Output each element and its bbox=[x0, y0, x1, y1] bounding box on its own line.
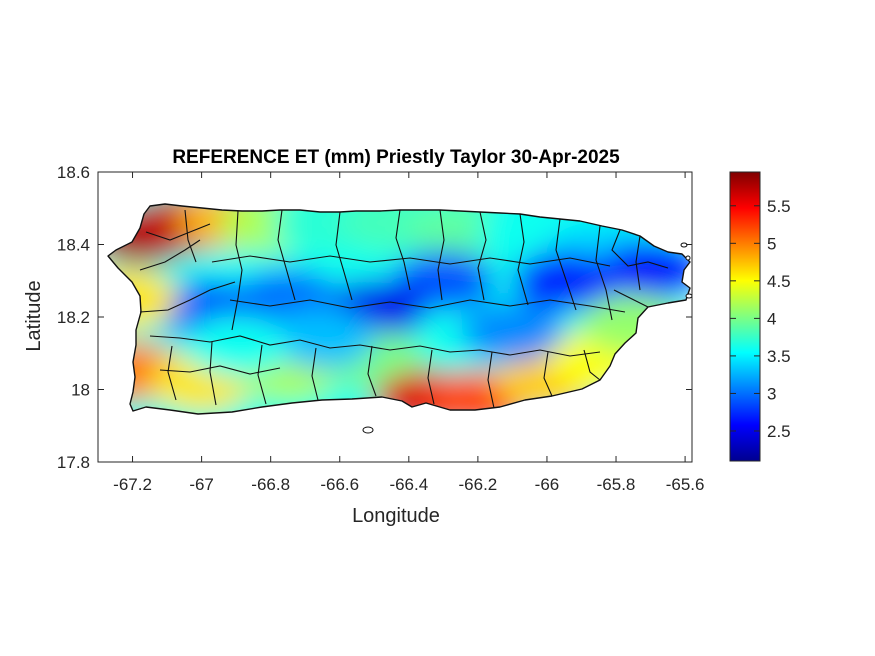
x-tick-label: -65.8 bbox=[597, 475, 636, 494]
colorbar: 2.5 3 3.5 4 4.5 5 5.5 bbox=[729, 171, 791, 462]
municipal-boundary-26 bbox=[229, 299, 626, 313]
y-tick-label: 18.4 bbox=[57, 236, 90, 255]
x-tick-label: -66.6 bbox=[320, 475, 359, 494]
municipal-boundary-12 bbox=[595, 225, 613, 321]
colorbar-tick-label: 3 bbox=[767, 384, 776, 403]
et-sample-25 bbox=[460, 301, 565, 362]
municipal-boundary-7 bbox=[395, 209, 411, 291]
x-axis-label: Longitude bbox=[352, 505, 440, 527]
colorbar-tick-label: 5.5 bbox=[767, 197, 791, 216]
chart-title: REFERENCE ET (mm) Priestly Taylor 30-Apr… bbox=[172, 147, 620, 168]
x-tick-label: -66.2 bbox=[459, 475, 498, 494]
x-tick-label: -67.2 bbox=[113, 475, 152, 494]
x-tick-label: -65.6 bbox=[666, 475, 705, 494]
municipal-boundary-23 bbox=[543, 351, 553, 397]
y-tick-label: 17.8 bbox=[57, 453, 90, 472]
municipal-boundary-16 bbox=[167, 345, 177, 401]
colorbar-tick-label: 4.5 bbox=[767, 272, 791, 291]
municipal-boundary-17 bbox=[209, 341, 217, 406]
x-axis-ticks: -67.2 -67 -66.8 -66.6 -66.4 -66.2 -66 -65.8 -65.… bbox=[113, 172, 704, 494]
municipal-boundary-1 bbox=[139, 239, 201, 271]
municipal-boundary-21 bbox=[427, 349, 435, 405]
municipal-boundary-28 bbox=[613, 289, 649, 308]
x-tick-label: -67 bbox=[189, 475, 214, 494]
colorbar-ticks: 2.5 3 3.5 4 4.5 5 5.5 bbox=[730, 197, 791, 441]
x-tick-label: -66 bbox=[535, 475, 560, 494]
offshore-islands bbox=[362, 242, 693, 434]
map-axes: -67.2 -67 -66.8 -66.6 -66.4 -66.2 -66 -65.8 -65.… bbox=[57, 163, 705, 494]
et-sample-10 bbox=[512, 250, 617, 311]
municipal-boundary-15 bbox=[159, 365, 281, 375]
municipal-boundary-14 bbox=[149, 335, 601, 357]
y-axis-ticks: 17.8 18 18.2 18.4 18.6 bbox=[57, 163, 692, 472]
et-sample-27 bbox=[184, 316, 289, 376]
coastline bbox=[107, 203, 691, 415]
municipal-boundary-19 bbox=[311, 347, 319, 401]
municipal-boundary-13 bbox=[635, 235, 641, 291]
y-tick-label: 18 bbox=[71, 381, 90, 400]
municipal-boundary-4 bbox=[231, 210, 243, 331]
offshore-island-3 bbox=[685, 293, 693, 299]
et-field bbox=[108, 204, 690, 414]
offshore-island-2 bbox=[685, 255, 691, 261]
offshore-island-0 bbox=[362, 426, 374, 434]
municipal-boundary-10 bbox=[517, 213, 529, 306]
colorbar-tick-label: 2.5 bbox=[767, 422, 791, 441]
municipal-boundary-18 bbox=[257, 344, 267, 405]
municipal-boundary-11 bbox=[555, 218, 577, 311]
colorbar-ramp bbox=[729, 171, 761, 462]
municipal-boundary-3 bbox=[184, 209, 197, 263]
municipal-boundary-9 bbox=[477, 211, 487, 301]
municipal-boundary-20 bbox=[367, 345, 377, 397]
colorbar-tick-label: 4 bbox=[767, 309, 776, 328]
y-axis-label: Latitude bbox=[23, 280, 45, 351]
municipal-boundary-27 bbox=[611, 229, 669, 269]
municipal-boundary-0 bbox=[145, 223, 211, 241]
et-sample-26 bbox=[270, 308, 375, 369]
y-tick-label: 18.2 bbox=[57, 308, 90, 327]
municipal-boundary-22 bbox=[487, 351, 495, 409]
colorbar-tick-label: 5 bbox=[767, 234, 776, 253]
municipal-boundary-25 bbox=[211, 255, 611, 267]
municipal-boundary-2 bbox=[139, 281, 236, 313]
municipal-boundary-5 bbox=[277, 209, 296, 301]
municipal-boundaries bbox=[139, 209, 669, 409]
colorbar-tick-label: 3.5 bbox=[767, 347, 791, 366]
x-tick-label: -66.4 bbox=[389, 475, 428, 494]
y-tick-label: 18.6 bbox=[57, 163, 90, 182]
municipal-boundary-24 bbox=[583, 349, 601, 381]
x-tick-label: -66.8 bbox=[251, 475, 290, 494]
municipal-boundary-8 bbox=[437, 209, 445, 301]
et-sample-9 bbox=[598, 239, 690, 300]
municipal-boundary-6 bbox=[335, 211, 353, 301]
